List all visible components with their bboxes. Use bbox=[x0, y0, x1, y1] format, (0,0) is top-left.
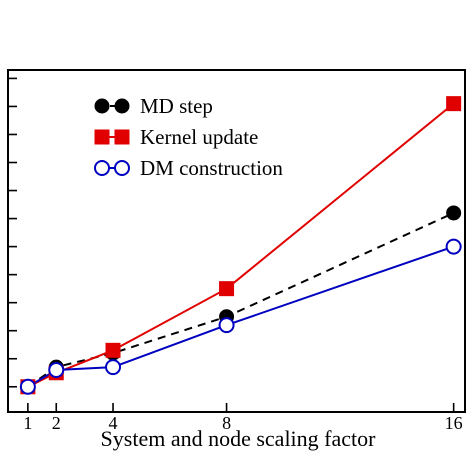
legend-marker-end-dm-construction bbox=[114, 160, 130, 176]
x-tick-label-3: 8 bbox=[222, 413, 231, 433]
legend-marker-start-md-step bbox=[94, 98, 110, 114]
x-axis-label: System and node scaling factor bbox=[101, 426, 377, 451]
plot-frame bbox=[7, 69, 466, 413]
point-dm-construction-1 bbox=[48, 361, 65, 378]
legend-marker-end-md-step bbox=[114, 98, 130, 114]
point-kernel-update-2 bbox=[105, 342, 121, 358]
x-tick-label-2: 4 bbox=[109, 413, 118, 433]
series-markers bbox=[19, 96, 462, 395]
point-dm-construction-4 bbox=[445, 238, 462, 255]
x-tick-label-4: 16 bbox=[445, 413, 463, 433]
point-md-step-4 bbox=[446, 205, 462, 221]
point-kernel-update-3 bbox=[219, 281, 235, 297]
legend: MD step Kernel update DM construction bbox=[94, 94, 283, 180]
legend-label-md-step: MD step bbox=[140, 94, 213, 118]
legend-label-dm-construction: DM construction bbox=[140, 156, 283, 180]
point-dm-construction-2 bbox=[105, 359, 122, 376]
axes: 1 2 4 8 16 bbox=[7, 69, 466, 433]
x-tick-label-1: 2 bbox=[52, 413, 61, 433]
x-tick-label-0: 1 bbox=[23, 413, 32, 433]
legend-marker-start-kernel-update bbox=[94, 129, 110, 145]
point-dm-construction-0 bbox=[19, 378, 36, 395]
series-line-md-step bbox=[27, 212, 455, 388]
point-dm-construction-3 bbox=[218, 317, 235, 334]
point-kernel-update-4 bbox=[446, 96, 462, 112]
legend-marker-end-kernel-update bbox=[114, 129, 130, 145]
legend-marker-start-dm-construction bbox=[94, 160, 110, 176]
legend-label-kernel-update: Kernel update bbox=[140, 125, 258, 149]
